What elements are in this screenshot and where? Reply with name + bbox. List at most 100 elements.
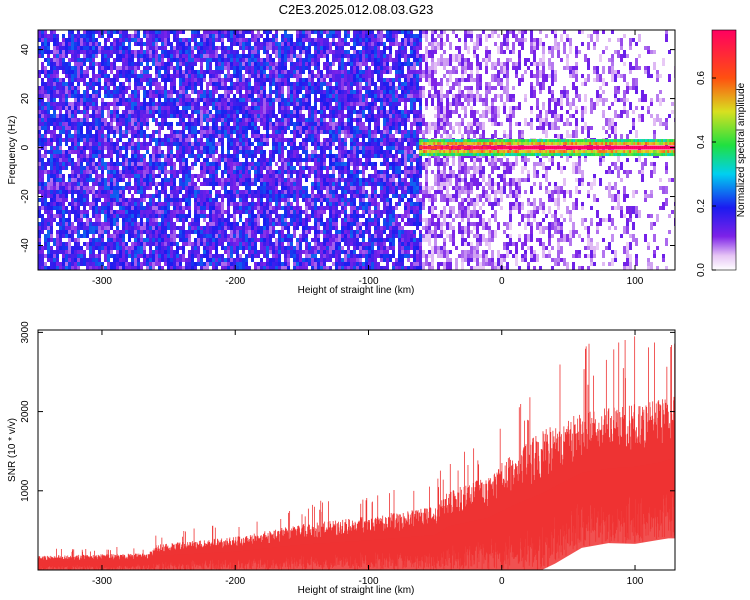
heatmap-cell: [329, 178, 332, 182]
heatmap-cell: [299, 98, 302, 106]
heatmap-cell: [230, 66, 233, 70]
heatmap-cell: [38, 130, 41, 134]
heatmap-cell: [188, 54, 191, 62]
heatmap-cell: [44, 74, 47, 78]
heatmap-cell: [140, 266, 143, 270]
heatmap-cell: [149, 258, 152, 262]
heatmap-cell: [284, 250, 287, 258]
heatmap-cell: [245, 54, 248, 58]
heatmap-cell: [68, 230, 71, 234]
heatmap-cell: [77, 246, 80, 250]
heatmap-cell: [311, 78, 314, 86]
heatmap-cell: [353, 266, 356, 270]
heatmap-cell: [323, 186, 326, 190]
heatmap-cell: [317, 30, 320, 38]
heatmap-cell: [95, 266, 98, 270]
heatmap-cell: [113, 30, 116, 34]
heatmap-cell: [284, 226, 287, 230]
heatmap-cell: [320, 214, 323, 218]
heatmap-cell: [143, 198, 146, 202]
heatmap-cell: [290, 238, 293, 242]
heatmap-cell: [95, 154, 98, 158]
heatmap-cell: [356, 78, 359, 82]
heatmap-cell: [239, 94, 242, 98]
heatmap-cell: [284, 238, 287, 242]
heatmap-cell: [245, 182, 248, 190]
heatmap-cell: [257, 230, 260, 234]
heatmap-cell: [302, 94, 305, 98]
heatmap-cell: [308, 170, 311, 174]
heatmap-cell: [113, 254, 116, 258]
heatmap-cell: [227, 250, 230, 258]
heatmap-cell: [104, 134, 107, 138]
heatmap-cell: [161, 58, 164, 62]
heatmap-cell: [65, 162, 68, 166]
heatmap-cell: [353, 194, 356, 198]
heatmap-cell: [302, 30, 305, 34]
heatmap-cell: [212, 230, 215, 234]
heatmap-cell: [41, 62, 44, 70]
heatmap-cell: [281, 174, 284, 178]
heatmap-cell: [209, 58, 212, 62]
heatmap-cell: [176, 210, 179, 214]
heatmap-cell: [161, 214, 164, 222]
heatmap-cell: [314, 262, 317, 270]
heatmap-cell: [116, 46, 119, 50]
heatmap-cell: [128, 102, 131, 110]
heatmap-cell: [161, 54, 164, 58]
heatmap-cell: [167, 110, 170, 114]
heatmap-cell: [341, 146, 344, 150]
heatmap-cell: [179, 238, 182, 242]
heatmap-cell: [164, 162, 167, 166]
heatmap-cell: [122, 34, 125, 38]
heatmap-cell: [182, 226, 185, 230]
heatmap-cell: [44, 234, 47, 242]
heatmap-cell: [92, 178, 95, 182]
heatmap-cell: [293, 210, 296, 214]
heatmap-cell: [110, 206, 113, 210]
heatmap-cell: [119, 210, 122, 214]
heatmap-cell: [215, 134, 218, 138]
heatmap-cell: [290, 46, 293, 54]
heatmap-cell: [212, 114, 215, 118]
heatmap-cell: [164, 102, 167, 106]
heatmap-cell: [188, 230, 191, 234]
heatmap-cell: [293, 182, 296, 186]
heatmap-cell: [332, 262, 335, 266]
heatmap-cell: [119, 82, 122, 86]
heatmap-cell: [344, 54, 347, 58]
heatmap-cell: [209, 206, 212, 214]
heatmap-cell: [146, 126, 149, 130]
heatmap-cell: [53, 30, 56, 34]
heatmap-cell: [38, 198, 41, 202]
heatmap-cell: [146, 94, 149, 98]
heatmap-cell: [134, 114, 137, 118]
heatmap-cell: [275, 50, 278, 58]
heatmap-cell: [332, 238, 335, 242]
heatmap-cell: [269, 58, 272, 62]
heatmap-cell: [62, 102, 65, 106]
heatmap-cell: [239, 42, 242, 46]
heatmap-cell: [350, 58, 353, 62]
heatmap-cell: [293, 150, 296, 158]
heatmap-cell: [77, 178, 80, 182]
heatmap-cell: [146, 266, 149, 270]
heatmap-cell: [209, 174, 212, 178]
heatmap-cell: [149, 86, 152, 90]
heatmap-cell: [167, 70, 170, 74]
heatmap-cell: [341, 150, 344, 154]
heatmap-cell: [80, 150, 83, 154]
heatmap-cell: [254, 54, 257, 58]
heatmap-cell: [155, 118, 158, 126]
heatmap-cell: [320, 206, 323, 210]
heatmap-cell: [56, 118, 59, 126]
heatmap-cell: [68, 30, 71, 34]
heatmap-cell: [203, 90, 206, 98]
heatmap-cell: [248, 86, 251, 90]
heatmap-cell: [113, 38, 116, 42]
heatmap-cell: [239, 62, 242, 70]
heatmap-cell: [275, 206, 278, 210]
heatmap-cell: [62, 98, 65, 102]
heatmap-cell: [110, 94, 113, 98]
heatmap-cell: [104, 250, 107, 254]
